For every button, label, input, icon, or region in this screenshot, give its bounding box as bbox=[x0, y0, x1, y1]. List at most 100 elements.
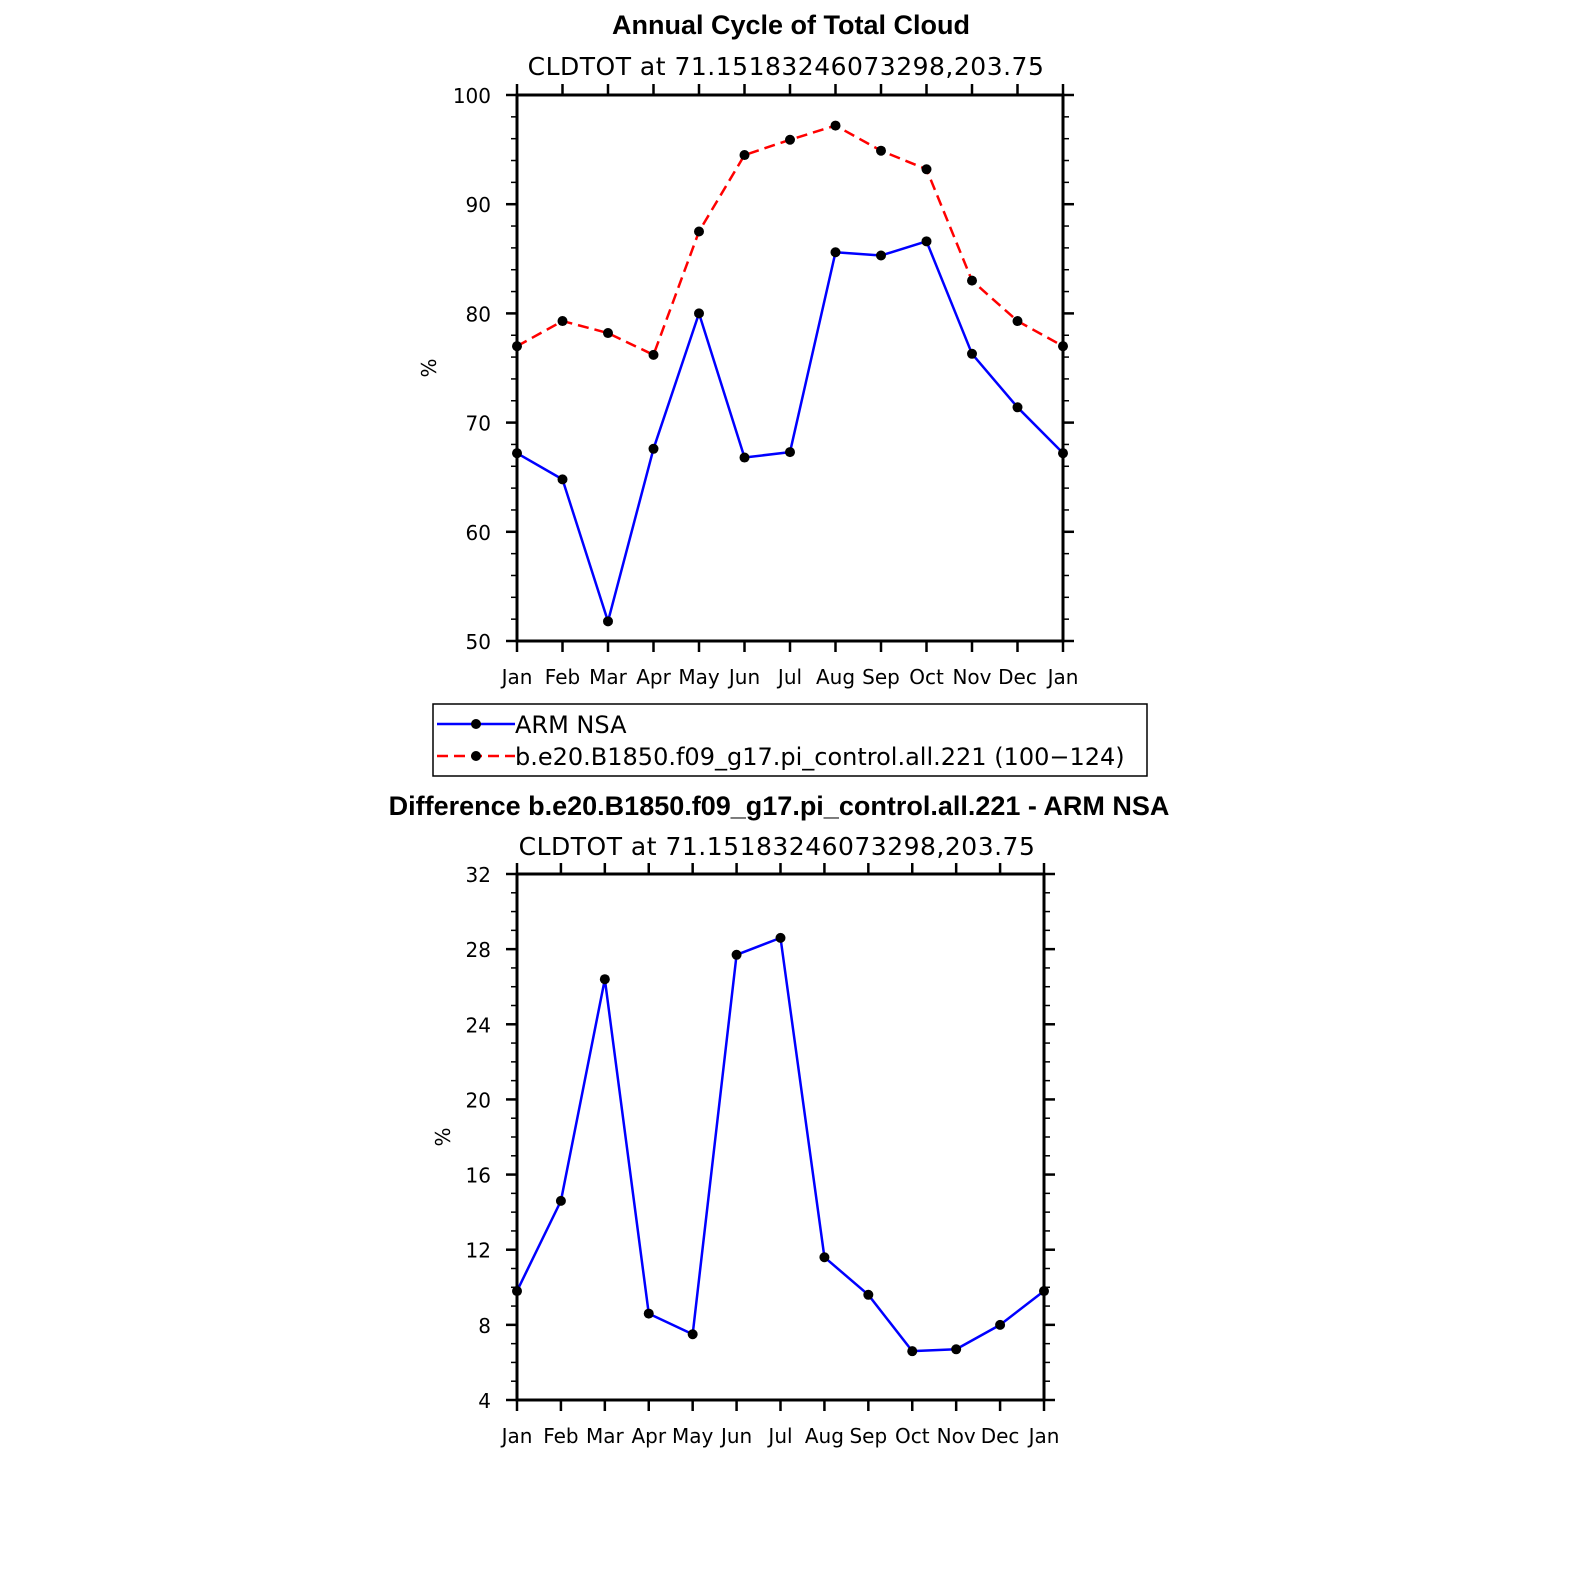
data-point bbox=[921, 164, 932, 175]
data-point bbox=[830, 120, 841, 131]
annual-cycle-chart: Annual Cycle of Total Cloud CLDTOT at 71… bbox=[417, 10, 1078, 689]
data-point bbox=[694, 308, 704, 319]
x-tick-label: Feb bbox=[543, 1424, 578, 1448]
legend-swatch-marker bbox=[471, 751, 481, 761]
legend-swatch-marker bbox=[471, 719, 481, 729]
y-tick-label: 70 bbox=[466, 412, 491, 436]
legend-label-arm-nsa: ARM NSA bbox=[515, 711, 627, 739]
chart-subtitle: CLDTOT at 71.15183246073298,203.75 bbox=[528, 52, 1045, 81]
x-tick-label: Jun bbox=[727, 665, 760, 689]
data-point bbox=[731, 949, 742, 960]
y-tick-label: 100 bbox=[453, 84, 491, 108]
x-tick-label: Apr bbox=[636, 665, 671, 689]
data-point bbox=[1012, 316, 1023, 327]
plot-frame bbox=[515, 872, 1046, 1402]
y-tick-label: 32 bbox=[466, 863, 491, 887]
data-point bbox=[648, 443, 659, 454]
data-point bbox=[603, 616, 613, 627]
y-tick-label: 60 bbox=[466, 521, 491, 545]
y-tick-label: 90 bbox=[466, 193, 491, 217]
x-tick-label: Jan bbox=[1027, 1424, 1060, 1448]
data-point bbox=[876, 145, 886, 156]
x-tick-label: Oct bbox=[895, 1424, 930, 1448]
x-tick-label: Nov bbox=[952, 665, 991, 689]
x-tick-label: Jan bbox=[1046, 665, 1079, 689]
data-point bbox=[995, 1319, 1006, 1330]
data-point bbox=[907, 1346, 918, 1357]
x-tick-label: Aug bbox=[805, 1424, 844, 1448]
legend-item-arm-nsa: ARM NSA bbox=[437, 711, 627, 739]
data-point bbox=[863, 1289, 874, 1300]
data-point bbox=[739, 150, 750, 161]
data-point bbox=[1012, 402, 1023, 413]
data-point bbox=[830, 247, 841, 258]
data-point bbox=[648, 349, 659, 360]
x-tick-label: Apr bbox=[631, 1424, 666, 1448]
data-point bbox=[687, 1329, 698, 1340]
data-point bbox=[967, 348, 977, 359]
chart-title: Difference b.e20.B1850.f09_g17.pi_contro… bbox=[389, 791, 1170, 821]
data-point bbox=[643, 1308, 654, 1319]
data-point bbox=[785, 134, 795, 145]
y-tick-label: 8 bbox=[478, 1314, 491, 1338]
data-point bbox=[694, 226, 704, 237]
data-point bbox=[785, 447, 795, 458]
chart-subtitle: CLDTOT at 71.15183246073298,203.75 bbox=[519, 832, 1036, 861]
series-line-1 bbox=[516, 124, 1064, 357]
data-point bbox=[876, 250, 886, 261]
y-tick-label: 20 bbox=[466, 1088, 491, 1112]
data-point bbox=[603, 328, 613, 339]
x-tick-label: Dec bbox=[981, 1424, 1020, 1448]
data-point bbox=[951, 1344, 962, 1355]
series-group bbox=[512, 932, 1049, 1357]
x-tick-label: Nov bbox=[937, 1424, 976, 1448]
x-tick-label: Jan bbox=[500, 665, 533, 689]
data-point bbox=[555, 1195, 566, 1206]
legend-box bbox=[432, 703, 1148, 777]
x-tick-label: Sep bbox=[849, 1424, 887, 1448]
data-point bbox=[775, 932, 786, 943]
y-tick-label: 16 bbox=[466, 1164, 491, 1188]
y-axis-ticks: 50 60 70 80 90 100 bbox=[453, 84, 1074, 654]
data-point bbox=[967, 275, 977, 286]
legend: ARM NSA b.e20.B1850.f09_g17.pi_control.a… bbox=[432, 703, 1148, 777]
x-axis-ticks: Jan Feb Mar Apr May Jun Jul Aug Sep Oct Nov Dec Jan bbox=[500, 84, 1079, 689]
series-line-0 bbox=[516, 240, 1064, 623]
x-tick-label: Jul bbox=[776, 665, 802, 689]
data-point bbox=[921, 236, 932, 247]
x-tick-label: Feb bbox=[545, 665, 580, 689]
x-tick-label: May bbox=[678, 665, 720, 689]
data-point bbox=[739, 452, 750, 463]
x-tick-label: Jul bbox=[766, 1424, 792, 1448]
y-tick-label: 24 bbox=[466, 1013, 491, 1037]
x-tick-label: Dec bbox=[998, 665, 1037, 689]
x-tick-label: Oct bbox=[909, 665, 944, 689]
series-line-0 bbox=[515, 936, 1045, 1353]
plot-frame bbox=[515, 93, 1065, 643]
x-tick-label: Mar bbox=[589, 665, 628, 689]
legend-item-model: b.e20.B1850.f09_g17.pi_control.all.221 (… bbox=[437, 743, 1125, 771]
y-tick-label: 12 bbox=[466, 1239, 491, 1263]
x-axis-ticks: Jan Feb Mar Apr May Jun Jul Aug Sep Oct Nov Dec Jan bbox=[500, 863, 1060, 1448]
y-tick-label: 28 bbox=[466, 938, 491, 962]
x-tick-label: Sep bbox=[862, 665, 900, 689]
chart-title: Annual Cycle of Total Cloud bbox=[612, 10, 970, 40]
y-tick-label: 80 bbox=[466, 302, 491, 326]
x-tick-label: Aug bbox=[816, 665, 855, 689]
x-tick-label: Mar bbox=[586, 1424, 625, 1448]
series-group bbox=[512, 120, 1068, 627]
y-tick-label: 50 bbox=[466, 630, 491, 654]
data-point bbox=[557, 316, 568, 327]
x-tick-label: Jan bbox=[500, 1424, 533, 1448]
x-tick-label: May bbox=[672, 1424, 714, 1448]
difference-chart: Difference b.e20.B1850.f09_g17.pi_contro… bbox=[389, 791, 1170, 1448]
data-point bbox=[599, 974, 610, 985]
data-point bbox=[557, 474, 568, 485]
x-tick-label: Jun bbox=[719, 1424, 752, 1448]
legend-label-model: b.e20.B1850.f09_g17.pi_control.all.221 (… bbox=[515, 743, 1125, 771]
data-point bbox=[819, 1252, 830, 1263]
y-tick-label: 4 bbox=[478, 1389, 491, 1413]
y-axis-label: % bbox=[431, 1127, 455, 1146]
y-axis-label: % bbox=[417, 358, 441, 377]
